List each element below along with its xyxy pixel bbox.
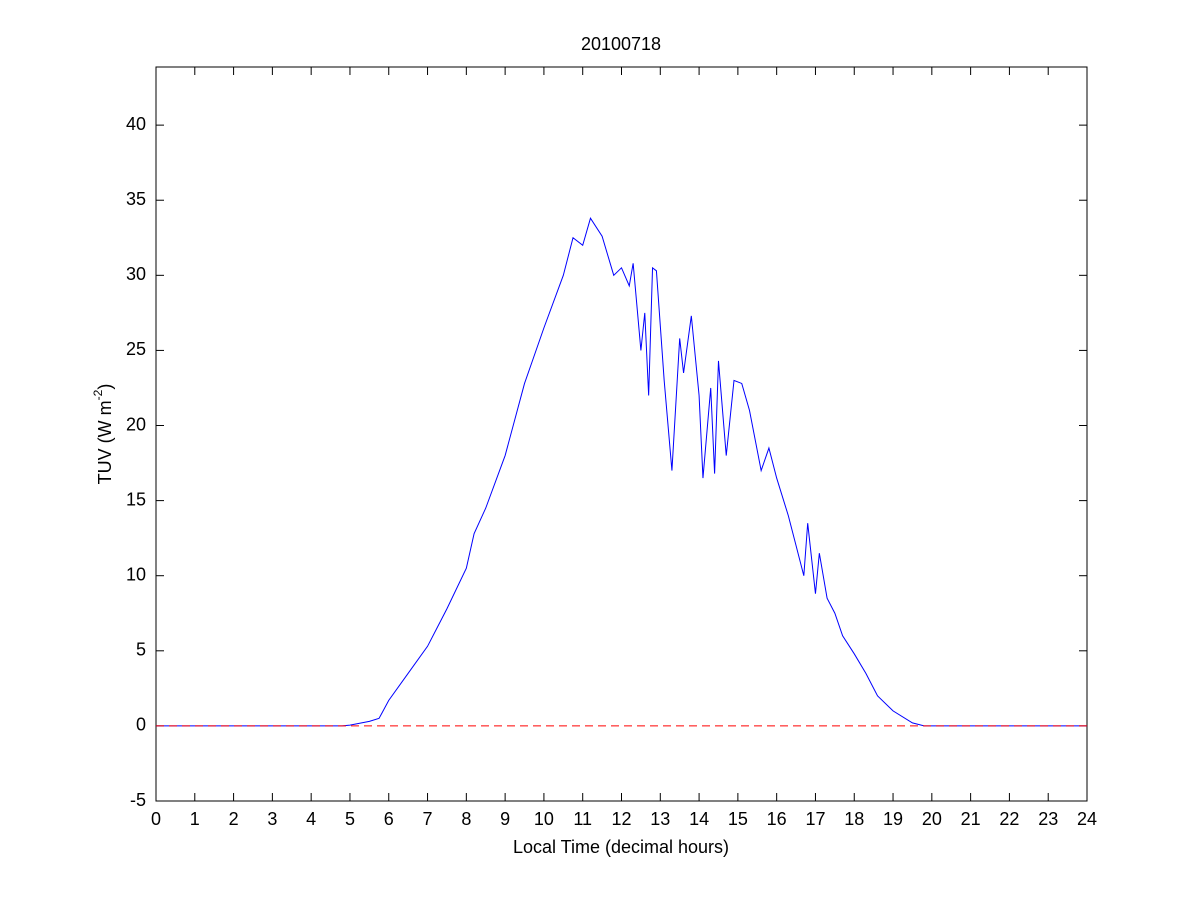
y-axis-label: TUV (W m-2): [91, 384, 115, 485]
x-tick-label: 0: [151, 809, 161, 829]
y-tick-label: 25: [126, 339, 146, 359]
y-label-sup: -2: [91, 389, 105, 400]
y-label-main: TUV (W m: [95, 400, 115, 484]
chart-title: 20100718: [581, 34, 661, 54]
plot-frame: [155, 66, 1088, 802]
y-tick-label: 20: [126, 414, 146, 434]
x-tick-label: 17: [805, 809, 825, 829]
x-tick-label: 1: [190, 809, 200, 829]
x-tick-label: 19: [883, 809, 903, 829]
y-tick-label: 0: [136, 715, 146, 735]
x-tick-label: 3: [267, 809, 277, 829]
x-tick-label: 20: [922, 809, 942, 829]
y-tick-label: 40: [126, 114, 146, 134]
x-tick-label: 2: [229, 809, 239, 829]
x-tick-label: 12: [611, 809, 631, 829]
x-tick-label: 21: [961, 809, 981, 829]
y-tick-label: 15: [126, 489, 146, 509]
x-tick-label: 6: [384, 809, 394, 829]
x-tick-label: 13: [650, 809, 670, 829]
x-tick-label: 11: [573, 809, 592, 829]
y-label-end: ): [95, 384, 115, 390]
x-tick-label: 24: [1077, 809, 1097, 829]
y-tick-label: 30: [126, 264, 146, 284]
y-tick-label: -5: [130, 790, 146, 810]
x-tick-label: 22: [999, 809, 1019, 829]
x-tick-label: 9: [500, 809, 510, 829]
x-tick-label: 10: [534, 809, 554, 829]
x-tick-label: 18: [844, 809, 864, 829]
x-tick-label: 16: [767, 809, 787, 829]
data-line: [156, 217, 1087, 727]
x-tick-label: 8: [461, 809, 471, 829]
x-tick-label: 14: [689, 809, 709, 829]
x-tick-label: 4: [306, 809, 316, 829]
x-tick-label: 23: [1038, 809, 1058, 829]
y-tick-label: 35: [126, 189, 146, 209]
x-tick-label: 5: [345, 809, 355, 829]
x-tick-label: 7: [423, 809, 433, 829]
y-tick-label: 5: [136, 640, 146, 660]
x-tick-label: 15: [728, 809, 748, 829]
x-axis-label: Local Time (decimal hours): [513, 837, 729, 857]
y-tick-label: 10: [126, 564, 146, 584]
